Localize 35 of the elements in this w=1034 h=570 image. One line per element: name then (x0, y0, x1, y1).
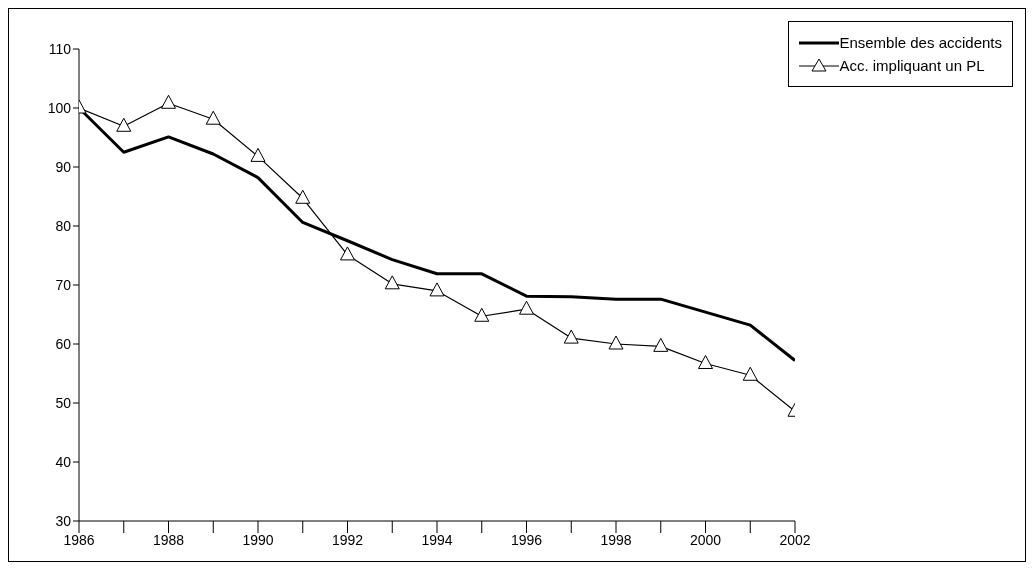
point (698, 354, 713, 369)
y-tick-label: 60 (55, 335, 72, 352)
legend-label: Acc. impliquant un PL (839, 57, 985, 74)
point (340, 246, 355, 261)
point (474, 307, 490, 322)
x-tick-label: 1994 (421, 531, 453, 548)
x-tick-label: 2000 (689, 531, 722, 548)
point (384, 275, 400, 290)
point (429, 282, 445, 297)
point (161, 94, 176, 109)
y-tick-label: 110 (48, 40, 72, 57)
y-tick-label: 100 (47, 99, 72, 116)
point (116, 117, 132, 132)
x-tick-label: 1998 (600, 531, 632, 548)
point (563, 329, 579, 344)
y-tick-label: 90 (55, 158, 72, 175)
x-tick-label: 2002 (779, 531, 811, 548)
point (250, 147, 266, 162)
x-tick-label: 1992 (331, 531, 364, 548)
y-tick-label: 70 (55, 276, 72, 293)
point (295, 189, 311, 204)
point (742, 366, 758, 381)
y-tick-label: 80 (55, 217, 72, 234)
y-tick-label: 30 (55, 512, 72, 529)
y-tick-label: 50 (55, 394, 72, 411)
point (519, 300, 534, 315)
point (653, 337, 669, 352)
legend-label: Ensemble des accidents (839, 34, 1002, 51)
x-tick-label: 1996 (510, 531, 543, 548)
point (608, 335, 624, 350)
x-tick-label: 1988 (152, 531, 185, 548)
point (205, 110, 221, 125)
y-tick-label: 40 (55, 453, 72, 470)
x-tick-label: 1990 (242, 531, 274, 548)
x-tick-label: 1986 (63, 531, 95, 548)
